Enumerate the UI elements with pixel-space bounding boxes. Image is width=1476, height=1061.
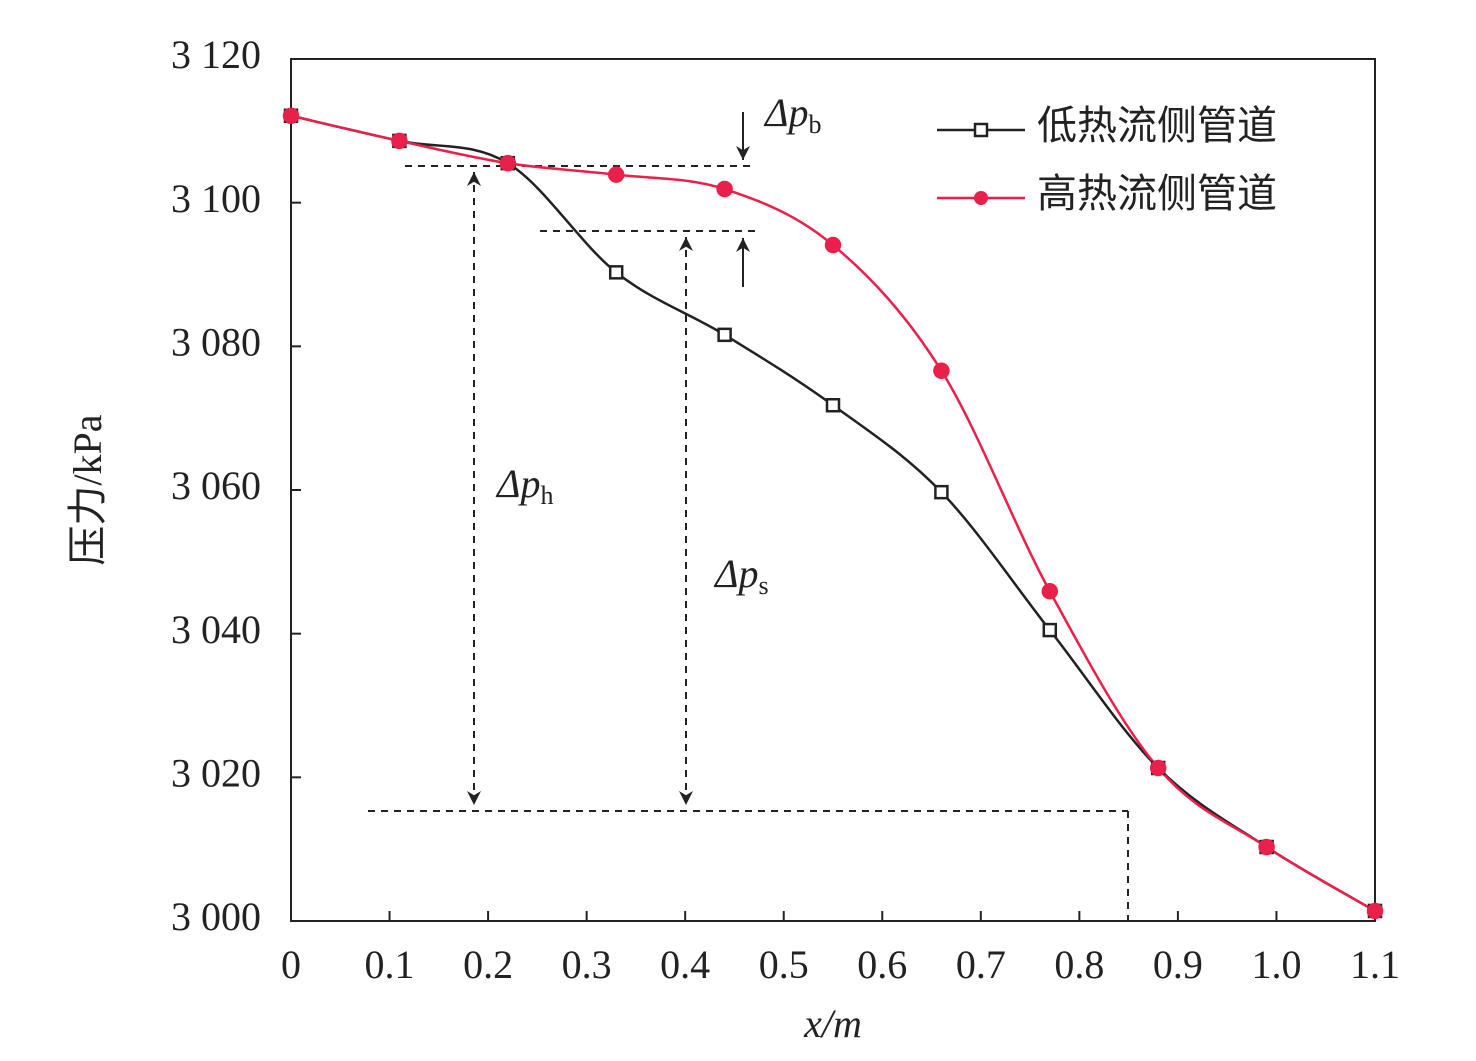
x-tick-label: 0 (281, 942, 301, 987)
marker (1149, 759, 1167, 777)
marker (1041, 583, 1059, 600)
y-tick-label: 3 100 (171, 176, 261, 221)
marker (933, 362, 950, 380)
y-tick-label: 3 040 (171, 607, 261, 652)
y-axis-label: 压力/kPa (65, 414, 110, 565)
x-tick-label: 0.1 (365, 942, 415, 987)
annotation: Δps (713, 551, 769, 600)
y-tick-label: 3 000 (171, 894, 261, 939)
legend-label: 高热流侧管道 (1037, 171, 1277, 216)
marker (1258, 838, 1275, 856)
marker (934, 484, 949, 500)
marker (716, 180, 733, 198)
marker (499, 154, 517, 172)
x-axis-label: x/m (803, 1001, 862, 1046)
annotation: Δpb (763, 90, 821, 139)
marker (717, 327, 732, 343)
x-tick-label: 0.6 (857, 942, 907, 987)
x-tick-label: 1.0 (1251, 942, 1301, 987)
x-tick-label: 0.8 (1054, 942, 1104, 987)
marker (1366, 902, 1384, 920)
marker (1042, 622, 1058, 638)
y-tick-label: 3 020 (171, 751, 261, 796)
marker (391, 132, 408, 150)
legend-marker (973, 122, 989, 138)
y-tick-label: 3 080 (171, 320, 261, 365)
marker (607, 166, 625, 183)
legend-marker (974, 191, 988, 205)
y-tick-label: 3 120 (171, 32, 261, 77)
series-line (290, 114, 1376, 913)
x-tick-label: 0.2 (463, 942, 513, 987)
annotation-lines (368, 112, 1129, 921)
annotation: Δph (495, 461, 553, 510)
marker (825, 397, 841, 413)
marker (608, 265, 624, 280)
x-tick-label: 0.7 (956, 942, 1006, 987)
legend-label: 低热流侧管道 (1037, 103, 1277, 148)
x-tick-label: 0.9 (1153, 942, 1203, 987)
marker (282, 107, 300, 124)
marker (824, 236, 842, 254)
x-tick-label: 0.4 (660, 942, 710, 987)
x-tick-label: 0.3 (562, 942, 612, 987)
x-tick-label: 1.1 (1350, 942, 1400, 987)
y-tick-label: 3 060 (171, 463, 261, 508)
x-tick-label: 0.5 (759, 942, 809, 987)
series-line (290, 114, 1376, 913)
